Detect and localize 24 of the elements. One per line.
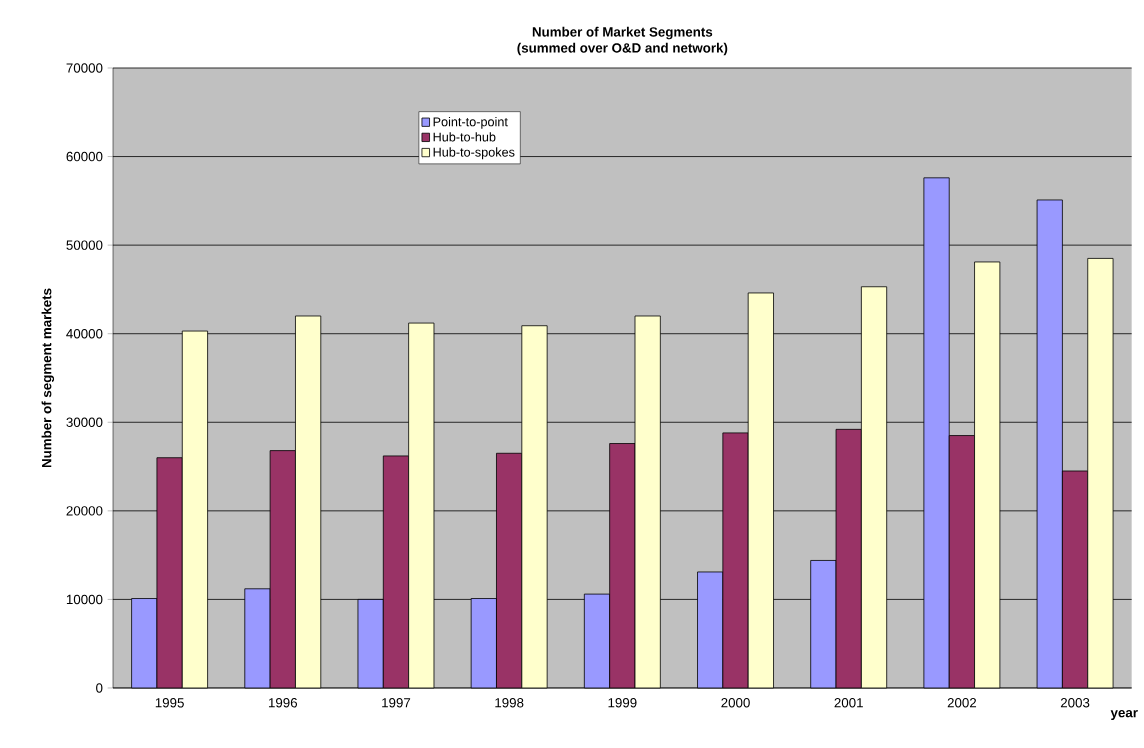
x-tick-label: 2000	[721, 698, 750, 708]
x-tick-label: 1997	[382, 698, 411, 708]
y-tick-label: 70000	[66, 63, 103, 73]
x-tick-label: 1995	[155, 698, 184, 708]
y-tick-label: 10000	[66, 594, 103, 605]
legend-label: Hub-to-hub	[433, 132, 496, 142]
chart-subtitle: (summed over O&D and network)	[517, 42, 728, 56]
x-tick-label: 2002	[947, 698, 977, 708]
x-tick-label: 1996	[268, 698, 298, 708]
legend-label: Point-to-point	[433, 117, 508, 129]
chart-title: Number of Market Segments	[532, 26, 713, 40]
y-tick-label: 50000	[66, 240, 103, 250]
legend-label: Hub-to-spokes	[433, 147, 515, 160]
y-tick-label: 30000	[66, 417, 103, 427]
x-tick-label: 2001	[834, 698, 863, 708]
x-tick-label: 1998	[495, 698, 524, 708]
x-axis-title: year	[1110, 710, 1138, 720]
y-tick-label: 0	[96, 683, 103, 693]
y-axis-title: Number of segment markets	[41, 288, 55, 468]
y-tick-label: 60000	[66, 151, 103, 162]
y-tick-label: 20000	[66, 506, 103, 516]
x-tick-label: 1999	[608, 698, 637, 708]
x-tick-label: 2003	[1060, 698, 1090, 708]
y-tick-label: 40000	[66, 328, 103, 339]
